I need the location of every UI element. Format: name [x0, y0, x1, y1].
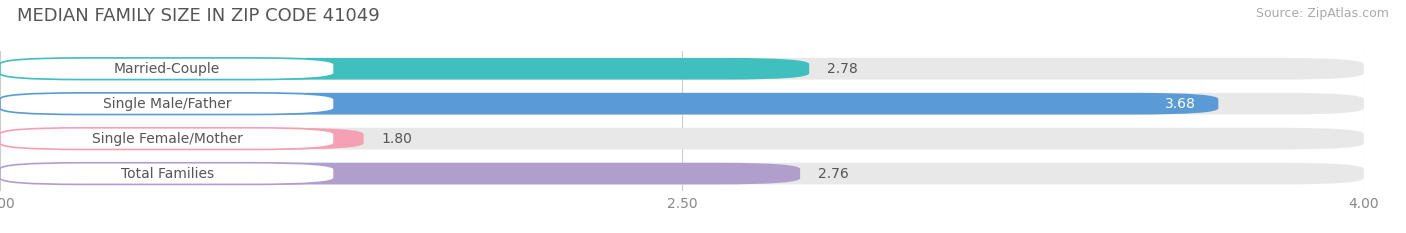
- Text: Single Female/Mother: Single Female/Mother: [91, 132, 242, 146]
- FancyBboxPatch shape: [0, 58, 1364, 80]
- Text: Single Male/Father: Single Male/Father: [103, 97, 232, 111]
- FancyBboxPatch shape: [0, 163, 1364, 185]
- FancyBboxPatch shape: [0, 58, 810, 80]
- FancyBboxPatch shape: [0, 93, 1364, 115]
- FancyBboxPatch shape: [0, 128, 364, 150]
- FancyBboxPatch shape: [0, 163, 800, 185]
- Text: Source: ZipAtlas.com: Source: ZipAtlas.com: [1256, 7, 1389, 20]
- Text: MEDIAN FAMILY SIZE IN ZIP CODE 41049: MEDIAN FAMILY SIZE IN ZIP CODE 41049: [17, 7, 380, 25]
- FancyBboxPatch shape: [0, 93, 1219, 115]
- FancyBboxPatch shape: [0, 93, 335, 115]
- Text: 2.78: 2.78: [827, 62, 858, 76]
- FancyBboxPatch shape: [0, 128, 1364, 150]
- FancyBboxPatch shape: [0, 163, 335, 185]
- Text: 2.76: 2.76: [818, 167, 849, 181]
- Text: Total Families: Total Families: [121, 167, 214, 181]
- Text: 1.80: 1.80: [382, 132, 413, 146]
- Text: 3.68: 3.68: [1164, 97, 1195, 111]
- FancyBboxPatch shape: [0, 58, 335, 80]
- Text: Married-Couple: Married-Couple: [114, 62, 221, 76]
- FancyBboxPatch shape: [0, 128, 335, 150]
